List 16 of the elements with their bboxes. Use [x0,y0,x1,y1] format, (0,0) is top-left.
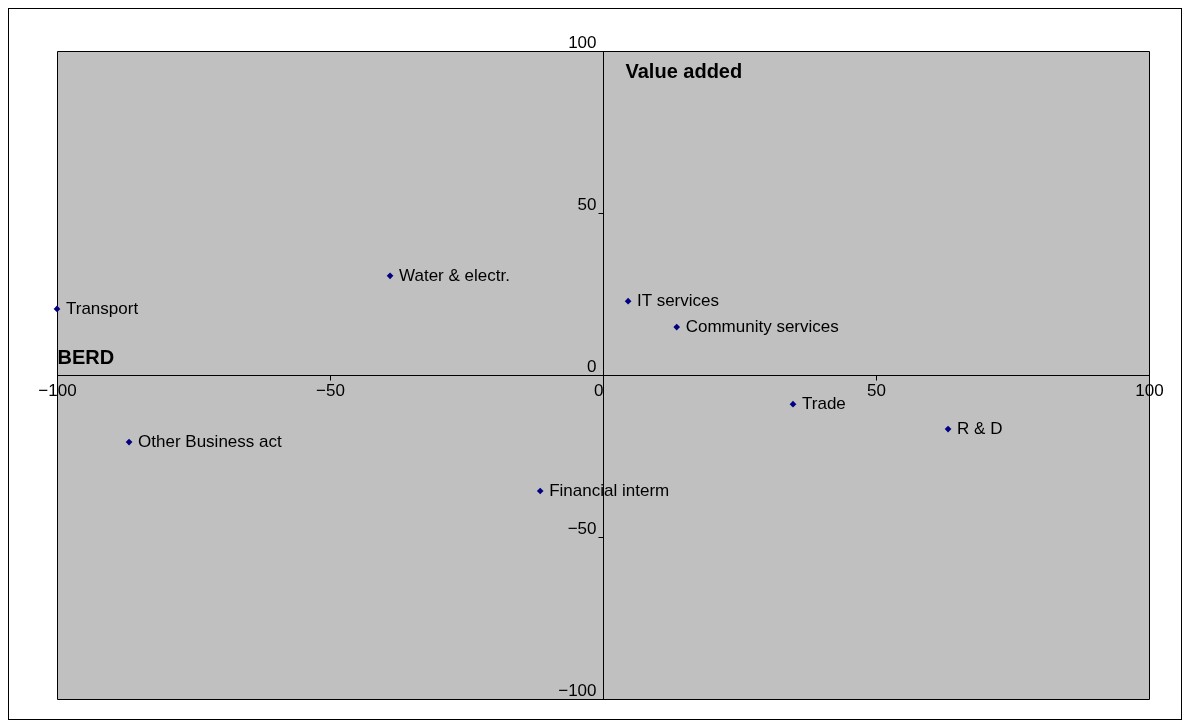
annotation: Trade [802,394,846,414]
annotation: R & D [957,419,1003,439]
annotation: Other Business act [138,432,282,452]
y-tick-label: −50 [567,518,597,538]
y-axis-title: Value added [625,59,743,82]
annotation: IT services [637,291,719,311]
y-tick-label: −100 [558,680,597,700]
annotation: Transport [66,298,139,318]
y-tick-label: 50 [577,194,597,214]
annotation: Community services [685,317,839,337]
y-tick-label: 100 [568,32,597,52]
y-tick-label: 0 [587,356,597,376]
x-axis-title: BERD [57,345,115,368]
x-tick-label: 50 [867,380,886,400]
x-tick-label: −50 [316,380,345,400]
annotation: Water & electr. [399,265,510,285]
